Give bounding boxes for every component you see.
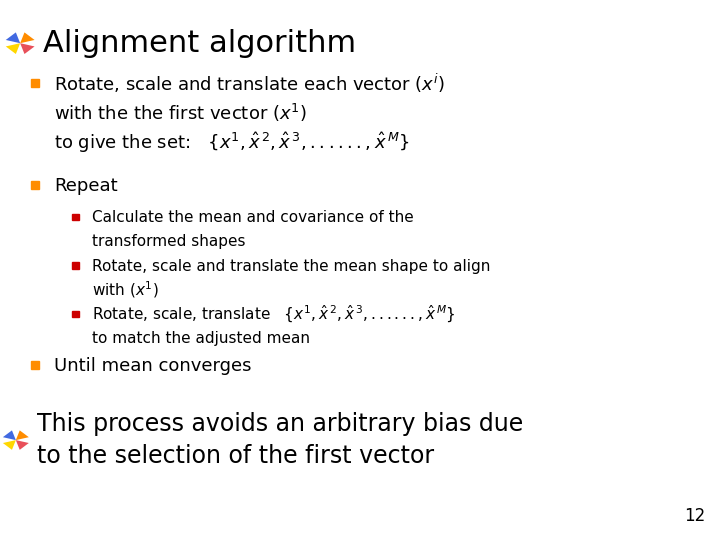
Polygon shape xyxy=(6,43,20,54)
Text: This process avoids an arbitrary bias due: This process avoids an arbitrary bias du… xyxy=(37,412,523,436)
Text: Rotate, scale and translate the mean shape to align: Rotate, scale and translate the mean sha… xyxy=(92,259,490,274)
Polygon shape xyxy=(6,32,20,43)
Polygon shape xyxy=(3,430,16,440)
Text: Until mean converges: Until mean converges xyxy=(54,357,251,375)
Polygon shape xyxy=(16,430,29,440)
Polygon shape xyxy=(20,32,35,43)
Text: Rotate, scale, translate   $\{x^1, \hat{x}^{\,2}, \hat{x}^{\,3}, ......, \hat{x}: Rotate, scale, translate $\{x^1, \hat{x}… xyxy=(92,304,456,326)
Text: Repeat: Repeat xyxy=(54,177,117,195)
Text: Calculate the mean and covariance of the: Calculate the mean and covariance of the xyxy=(92,210,414,225)
Text: Rotate, scale and translate each vector ($x^i$): Rotate, scale and translate each vector … xyxy=(54,72,445,95)
Polygon shape xyxy=(3,440,16,450)
Text: to match the adjusted mean: to match the adjusted mean xyxy=(92,331,310,346)
Text: Alignment algorithm: Alignment algorithm xyxy=(43,29,356,58)
Bar xyxy=(72,262,78,268)
Text: transformed shapes: transformed shapes xyxy=(92,234,246,249)
Bar xyxy=(72,213,78,220)
Bar xyxy=(30,79,39,86)
Text: with the the first vector ($x^1$): with the the first vector ($x^1$) xyxy=(54,103,307,124)
Text: to the selection of the first vector: to the selection of the first vector xyxy=(37,444,435,468)
Polygon shape xyxy=(16,440,29,450)
Bar xyxy=(30,181,39,189)
Text: with ($x^1$): with ($x^1$) xyxy=(92,280,159,300)
Text: to give the set:   $\{x^1, \hat{x}^{\,2}, \hat{x}^{\,3}, ......, \hat{x}^{\,M}\}: to give the set: $\{x^1, \hat{x}^{\,2}, … xyxy=(54,131,410,156)
Bar xyxy=(30,361,39,369)
Polygon shape xyxy=(20,43,35,54)
Text: 12: 12 xyxy=(684,507,706,525)
Bar xyxy=(72,310,78,317)
